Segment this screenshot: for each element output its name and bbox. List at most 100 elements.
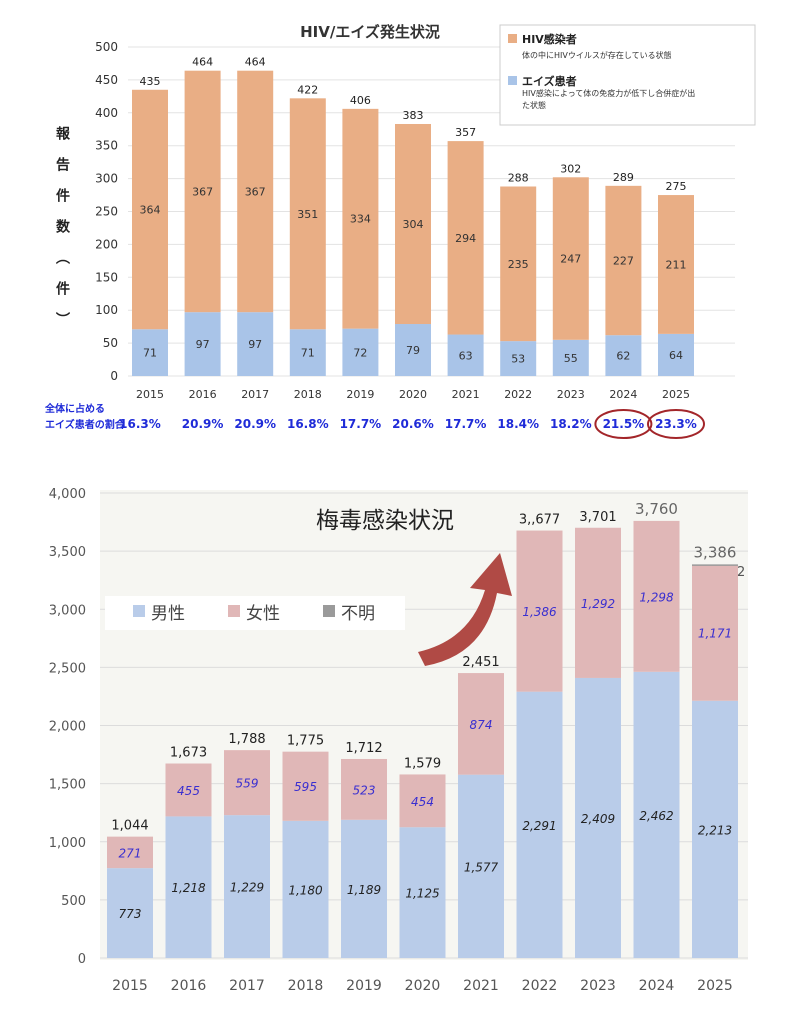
x-tick-label: 2019	[346, 388, 374, 401]
hiv-aids-chart: HIV/エイズ発生状況 0 50 100 150 200 250 300 350 400 450 50…	[44, 23, 756, 439]
male-data-label: 1,125	[405, 887, 439, 901]
x-tick-label: 2020	[399, 388, 427, 401]
total-label: 422	[297, 83, 318, 96]
y-tick-label: 1,000	[49, 836, 86, 851]
y-tick-label: 4,000	[49, 487, 86, 502]
y-tick-label: 250	[95, 205, 118, 219]
highlight-circle	[594, 409, 653, 439]
female-data-label: 271	[119, 846, 142, 860]
y-tick-label: 500	[95, 40, 118, 54]
data-label: 63	[459, 349, 473, 362]
ratio-value: 18.4%	[497, 417, 539, 431]
y-tick-label: 500	[61, 894, 86, 909]
total-label: 275	[666, 180, 687, 193]
y-tick-label: 200	[95, 237, 118, 251]
data-label: 79	[406, 344, 420, 357]
x-tick-label: 2016	[171, 978, 207, 994]
total-label: 3,701	[579, 510, 616, 525]
female-data-label: 1,292	[581, 597, 615, 611]
y-tick-label: 400	[95, 106, 118, 120]
bar-segment-male	[575, 677, 621, 958]
data-label: 235	[508, 258, 529, 271]
x-tick-label: 2020	[405, 978, 441, 994]
ratio-value: 23.3%	[655, 417, 697, 431]
y-tick-label: 3,000	[49, 603, 86, 618]
chart-title: HIV/エイズ発生状況	[300, 23, 440, 41]
bar-segment-male	[458, 774, 504, 958]
female-data-label: 1,386	[522, 605, 557, 619]
legend-swatch	[323, 605, 335, 617]
legend-swatch	[133, 605, 145, 617]
bar-segment-hiv	[132, 89, 168, 330]
ratio-value: 20.9%	[182, 417, 224, 431]
female-data-label: 455	[177, 784, 200, 798]
female-data-label: 595	[294, 780, 317, 794]
legend-swatch	[228, 605, 240, 617]
bar-segment-female	[458, 673, 504, 775]
bar-segment-aids	[132, 329, 168, 376]
ratio-value: 16.8%	[287, 417, 329, 431]
male-data-label: 2,291	[522, 819, 556, 833]
legend-label: 女性	[246, 604, 280, 624]
bar-segment-female	[633, 520, 680, 672]
bar-segment-aids	[395, 324, 431, 376]
bar-segment-aids	[447, 334, 484, 376]
legend-description-cont: た状態	[522, 100, 546, 110]
ratio-label-line2: エイズ患者の割合	[45, 418, 126, 431]
bar-segment-male	[692, 700, 738, 958]
total-label: 288	[508, 171, 529, 184]
data-label: 71	[301, 347, 315, 360]
data-label: 294	[455, 232, 476, 245]
chart-title: 梅毒感染状況	[316, 508, 454, 534]
total-label: 435	[140, 75, 161, 88]
bar-segment-male	[633, 671, 680, 958]
bar-segment-unknown	[692, 564, 738, 566]
bar-segment-female	[692, 564, 738, 701]
bar-segment-hiv	[552, 177, 589, 340]
y-tick-label: 3,500	[49, 545, 86, 560]
legend-description: HIV感染によって体の免疫力が低下し合併症が出	[522, 88, 695, 98]
legend-label: 男性	[151, 604, 185, 624]
data-label: 334	[350, 213, 371, 226]
bar-segment-aids	[605, 335, 642, 376]
unknown-data-label: 2	[737, 565, 745, 580]
bar-segment-male	[399, 827, 446, 958]
male-data-label: 773	[119, 907, 142, 921]
legend-label: エイズ患者	[522, 74, 577, 88]
male-data-label: 1,189	[347, 883, 381, 897]
bar-segment-aids	[237, 312, 274, 376]
x-tick-label: 2018	[288, 978, 324, 994]
ratio-value: 21.5%	[603, 417, 645, 431]
total-label: 1,775	[287, 734, 324, 749]
legend-box	[105, 596, 405, 630]
total-label: 3,,677	[519, 513, 560, 528]
female-data-label: 559	[236, 777, 259, 791]
x-tick-label: 2015	[136, 388, 164, 401]
y-tick-label: 0	[110, 369, 118, 383]
x-tick-label: 2018	[294, 388, 322, 401]
bar-segment-hiv	[289, 98, 326, 330]
x-tick-label: 2022	[504, 388, 532, 401]
ratio-value: 20.9%	[234, 417, 276, 431]
bar-segment-hiv	[447, 141, 484, 335]
male-data-label: 1,229	[230, 881, 264, 895]
total-label: 383	[403, 109, 424, 122]
x-tick-label: 2023	[557, 388, 585, 401]
total-label: 1,673	[170, 746, 207, 761]
data-label: 351	[297, 208, 318, 221]
ratio-label-line1: 全体に占める	[44, 402, 105, 415]
female-data-label: 454	[411, 795, 434, 809]
bar-segment-hiv	[500, 186, 537, 342]
bar-segment-hiv	[342, 108, 379, 329]
male-data-label: 2,213	[698, 823, 732, 837]
data-label: 247	[560, 253, 581, 266]
ratio-value: 17.7%	[340, 417, 382, 431]
trend-arrow-icon	[418, 553, 512, 666]
bar-segment-male	[282, 820, 329, 958]
male-data-label: 1,180	[288, 883, 323, 897]
bar-segment-aids	[658, 333, 694, 376]
data-label: 55	[564, 352, 578, 365]
data-label: 97	[196, 338, 210, 351]
